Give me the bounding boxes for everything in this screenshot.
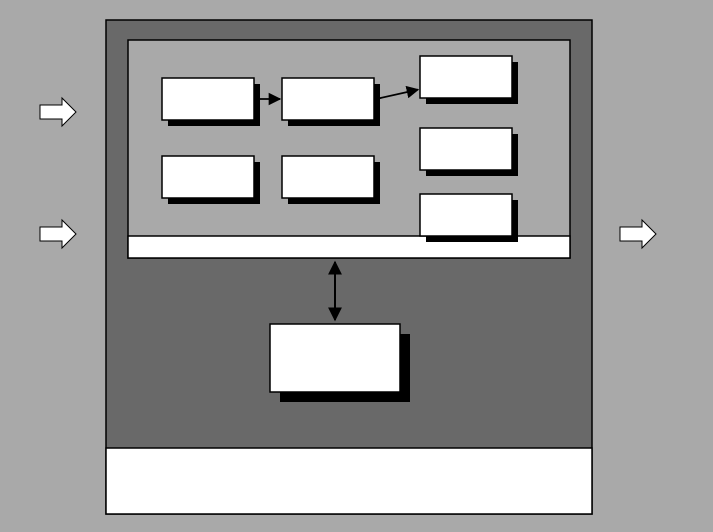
box-b3 xyxy=(420,56,512,98)
box-b5 xyxy=(282,156,374,198)
box-b2 xyxy=(282,78,374,120)
box-b7 xyxy=(420,194,512,236)
box-b1 xyxy=(162,78,254,120)
box-b8 xyxy=(270,324,400,392)
box-b4 xyxy=(162,156,254,198)
outer-bottom-strip xyxy=(106,448,592,514)
diagram-canvas xyxy=(0,0,713,532)
box-b6 xyxy=(420,128,512,170)
